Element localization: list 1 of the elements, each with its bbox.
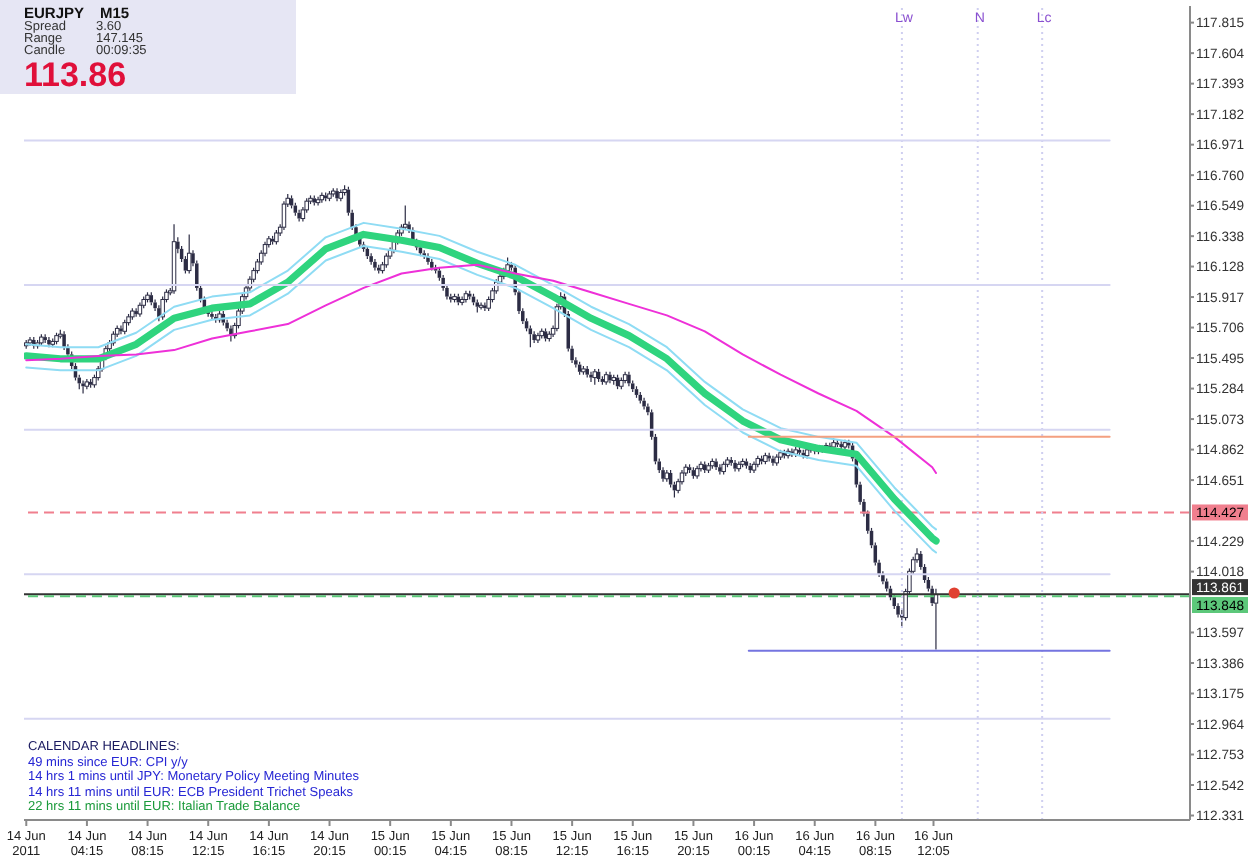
annotation: 113.86 [24, 56, 127, 94]
